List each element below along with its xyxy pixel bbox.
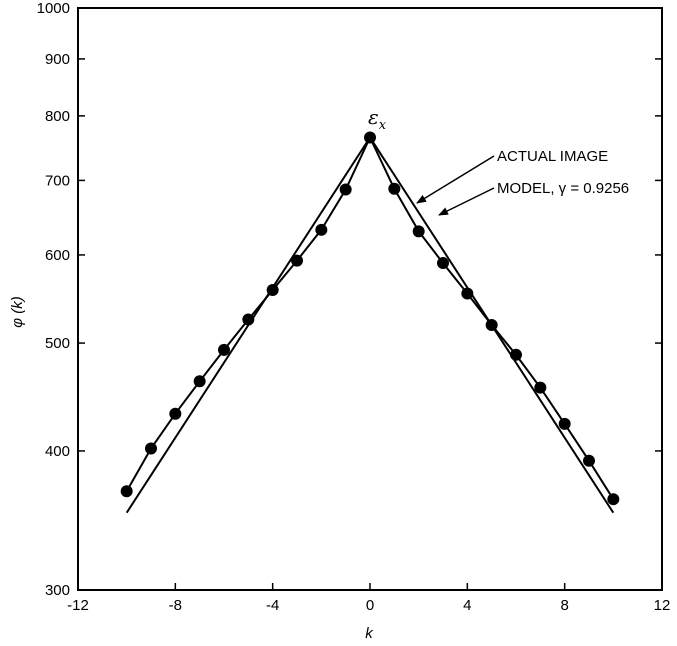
data-point bbox=[510, 348, 522, 361]
data-point bbox=[558, 417, 571, 430]
data-point bbox=[218, 343, 230, 356]
y-tick-label: 300 bbox=[45, 582, 70, 599]
y-tick-label: 700 bbox=[45, 172, 70, 189]
data-point bbox=[291, 254, 303, 267]
data-point bbox=[388, 182, 401, 195]
peak-label-sub: x bbox=[379, 118, 387, 133]
annotation-arrow-model bbox=[438, 187, 495, 216]
data-point bbox=[145, 442, 157, 455]
data-point bbox=[315, 223, 328, 236]
y-tick-label: 800 bbox=[45, 108, 70, 125]
y-tick-label: 900 bbox=[45, 51, 70, 68]
y-tick-label: 600 bbox=[45, 247, 70, 264]
x-tick-label: -8 bbox=[169, 597, 182, 614]
x-tick-label: -4 bbox=[266, 597, 279, 614]
x-tick-label: 12 bbox=[654, 597, 671, 614]
data-point bbox=[583, 454, 595, 467]
data-point bbox=[412, 225, 425, 238]
data-point bbox=[120, 485, 133, 498]
data-point bbox=[364, 131, 376, 144]
peak-label: εx bbox=[368, 105, 387, 133]
data-point bbox=[193, 375, 206, 388]
markers bbox=[120, 131, 620, 506]
y-tick-labels: 300 400 500 600 700 800 900 1000 bbox=[37, 0, 70, 599]
x-tick-label: 8 bbox=[560, 597, 568, 614]
x-tick-label: -12 bbox=[67, 597, 89, 614]
x-tick-label: 0 bbox=[366, 597, 374, 614]
data-point bbox=[266, 284, 279, 297]
x-tick-labels: -12 -8 -4 0 4 8 12 bbox=[67, 597, 670, 614]
x-axis-title: k bbox=[365, 625, 374, 642]
plot-frame bbox=[77, 7, 663, 591]
annotation-actual-image: ACTUAL IMAGE bbox=[497, 148, 608, 165]
data-point bbox=[242, 313, 255, 326]
data-point bbox=[437, 257, 449, 270]
data-point bbox=[534, 381, 547, 394]
data-point bbox=[339, 183, 352, 196]
peak-label-main: ε bbox=[368, 105, 379, 129]
x-tick-label: 4 bbox=[463, 597, 471, 614]
annotation-model: MODEL, γ = 0.9256 bbox=[497, 180, 629, 197]
y-tick-label: 400 bbox=[45, 443, 70, 460]
ticks bbox=[77, 7, 663, 591]
data-point bbox=[461, 287, 474, 300]
data-point bbox=[485, 319, 498, 332]
y-tick-label: 500 bbox=[45, 335, 70, 352]
annotation-arrow-actual bbox=[416, 155, 495, 204]
y-axis-title: φ (k) bbox=[9, 296, 26, 327]
data-point bbox=[607, 493, 620, 506]
data-point bbox=[169, 407, 182, 420]
y-tick-label: 1000 bbox=[37, 0, 70, 17]
